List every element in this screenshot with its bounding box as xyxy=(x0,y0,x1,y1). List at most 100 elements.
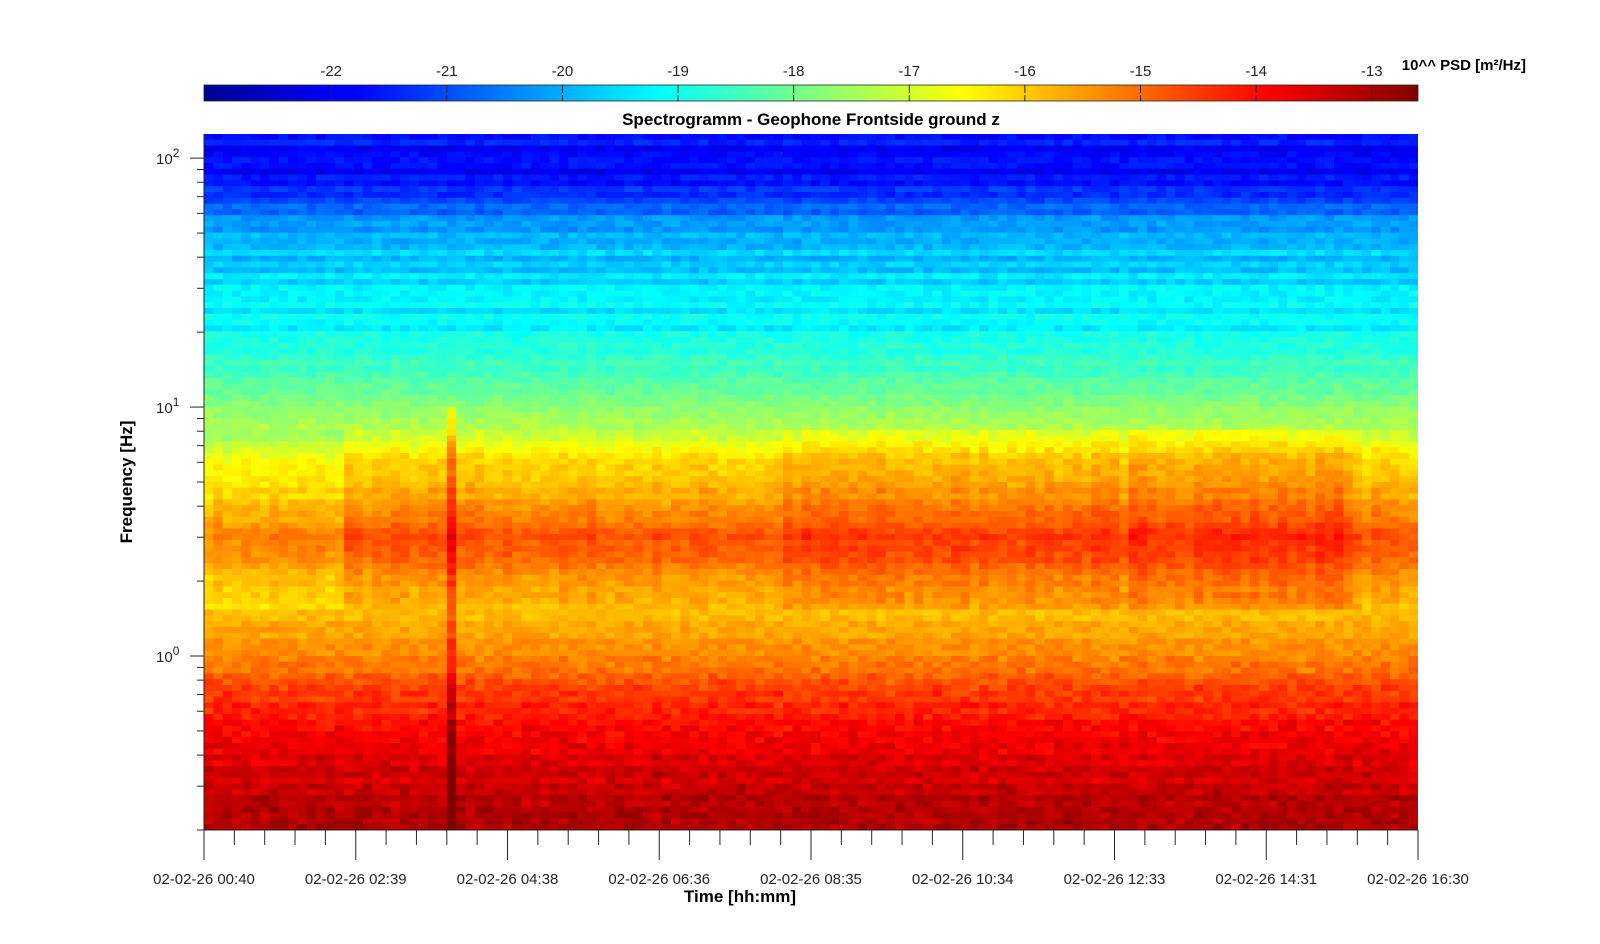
spectrogram-cell xyxy=(474,203,485,210)
spectrogram-cell xyxy=(400,186,411,193)
spectrogram-cell xyxy=(661,308,672,315)
spectrogram-cell xyxy=(1175,174,1186,181)
spectrogram-cell xyxy=(381,255,392,263)
spectrogram-cell xyxy=(1240,308,1251,315)
spectrogram-cell xyxy=(1287,331,1298,338)
spectrogram-cell xyxy=(465,261,476,268)
spectrogram-cell xyxy=(754,186,765,193)
spectrogram-cell xyxy=(474,139,485,147)
spectrogram-cell xyxy=(540,296,551,303)
spectrogram-cell xyxy=(988,255,999,263)
spectrogram-cell xyxy=(857,290,868,297)
spectrogram-cell xyxy=(204,151,214,158)
spectrogram-cell xyxy=(549,302,560,309)
spectrogram-cell xyxy=(568,313,579,321)
spectrogram-cell xyxy=(381,319,392,326)
spectrogram-cell xyxy=(288,325,298,332)
spectrogram-cell xyxy=(782,261,793,268)
spectrogram-cell xyxy=(344,273,355,280)
colorbar-tick-label: -13 xyxy=(1361,63,1383,80)
spectrogram-cell xyxy=(951,261,962,268)
spectrogram-cell xyxy=(1361,145,1372,152)
spectrogram-cell xyxy=(904,209,915,216)
spectrogram-cell xyxy=(456,342,467,350)
spectrogram-cell xyxy=(1399,134,1410,141)
spectrogram-cell xyxy=(437,226,448,234)
spectrogram-cell xyxy=(306,250,317,257)
spectrogram-cell xyxy=(1408,174,1418,181)
spectrogram-cell xyxy=(232,337,242,344)
spectrogram-cell xyxy=(409,279,420,286)
spectrogram-cell xyxy=(586,250,597,257)
spectrogram-cell xyxy=(540,215,551,222)
spectrogram-cell xyxy=(1193,302,1204,309)
spectrogram-cell xyxy=(278,308,289,315)
spectrogram-cell xyxy=(782,325,793,332)
spectrogram-cell xyxy=(708,197,719,205)
spectrogram-cell xyxy=(250,163,261,170)
spectrogram-cell xyxy=(1343,284,1354,292)
spectrogram-cell xyxy=(839,163,849,170)
spectrogram-cell xyxy=(1156,180,1167,187)
spectrogram-cell xyxy=(680,168,691,176)
spectrogram-cell xyxy=(1249,342,1260,350)
spectrogram-cell xyxy=(1072,308,1083,315)
spectrogram-cell xyxy=(400,331,411,338)
spectrogram-cell xyxy=(325,145,336,152)
spectrogram-cell xyxy=(680,226,691,234)
spectrogram-cell xyxy=(306,290,317,297)
spectrogram-cell xyxy=(1352,255,1363,263)
spectrogram-cell xyxy=(353,139,364,147)
spectrogram-cell xyxy=(484,296,495,303)
spectrogram-cell xyxy=(1371,215,1382,222)
spectrogram-cell xyxy=(1193,192,1204,199)
spectrogram-cell xyxy=(1315,226,1326,234)
spectrogram-cell xyxy=(1147,226,1158,234)
spectrogram-cell xyxy=(1268,250,1279,257)
spectrogram-cell xyxy=(1305,325,1316,332)
spectrogram-cell xyxy=(1305,255,1316,263)
spectrogram-cell xyxy=(904,302,915,309)
spectrogram-cell xyxy=(1296,250,1307,257)
spectrogram-cell xyxy=(642,325,653,332)
spectrogram-cell xyxy=(1324,290,1335,297)
spectrogram-cell xyxy=(260,313,270,321)
spectrogram-cell xyxy=(670,145,681,152)
spectrogram-cell xyxy=(1035,342,1046,350)
spectrogram-cell xyxy=(1352,180,1363,187)
spectrogram-cell xyxy=(913,348,924,355)
spectrogram-cell xyxy=(997,163,1008,170)
spectrogram-cell xyxy=(586,313,597,321)
spectrogram-cell xyxy=(951,319,962,326)
spectrogram-cell xyxy=(530,180,541,187)
spectrogram-cell xyxy=(848,197,859,205)
spectrogram-cell xyxy=(465,163,476,170)
spectrogram-cell xyxy=(792,209,803,216)
spectrogram-cell xyxy=(204,331,214,338)
spectrogram-cell xyxy=(1296,174,1307,181)
spectrogram-cell xyxy=(1249,290,1260,297)
spectrogram-cell xyxy=(689,215,700,222)
spectrogram-cell xyxy=(1193,180,1204,187)
spectrogram-cell xyxy=(689,151,700,158)
spectrogram-cell xyxy=(726,134,737,141)
spectrogram-cell xyxy=(409,337,420,344)
spectrogram-cell xyxy=(652,290,663,297)
spectrogram-cell xyxy=(512,273,523,280)
spectrogram-cell xyxy=(839,203,849,210)
spectrogram-cell xyxy=(484,255,495,263)
spectrogram-cell xyxy=(474,342,485,350)
spectrogram-cell xyxy=(782,279,793,286)
spectrogram-cell xyxy=(558,232,569,239)
spectrogram-cell xyxy=(969,279,980,286)
spectrogram-cell xyxy=(801,250,812,257)
spectrogram-cell xyxy=(1231,331,1242,338)
spectrogram-cell xyxy=(493,197,504,205)
spectrogram-cell xyxy=(540,192,551,199)
spectrogram-cell xyxy=(1408,319,1418,326)
spectrogram-cell xyxy=(717,180,728,187)
spectrogram-cell xyxy=(269,151,280,158)
spectrogram-cell xyxy=(988,197,999,205)
spectrogram-cell xyxy=(1315,302,1326,309)
spectrogram-cell xyxy=(642,157,653,164)
